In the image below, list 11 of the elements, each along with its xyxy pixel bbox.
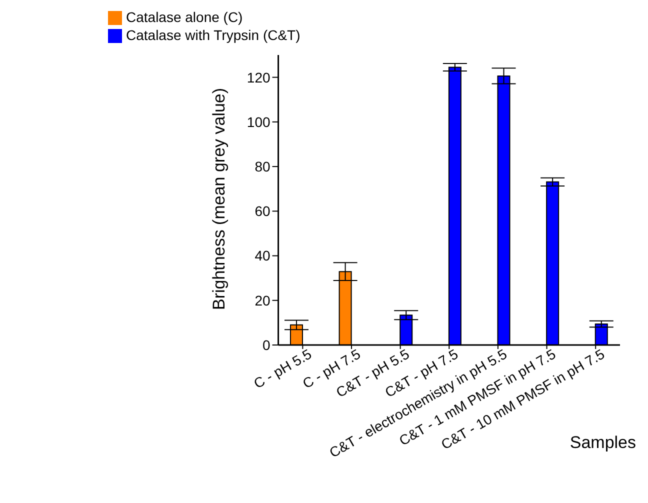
x-axis-title: Samples: [570, 433, 636, 453]
y-tick-label: 40: [254, 248, 270, 264]
legend-label: Catalase alone (C): [126, 9, 243, 25]
y-tick-label: 0: [262, 336, 270, 353]
y-tick-label: 120: [246, 69, 270, 86]
y-tick-label: 60: [254, 203, 270, 220]
y-tick-label: 80: [254, 158, 270, 175]
y-axis-title: Brightness (mean grey value): [209, 88, 228, 310]
y-tick-label: 100: [246, 114, 270, 130]
y-tick-label: 20: [254, 292, 270, 308]
legend-label: Catalase with Trypsin (C&T): [126, 27, 300, 43]
